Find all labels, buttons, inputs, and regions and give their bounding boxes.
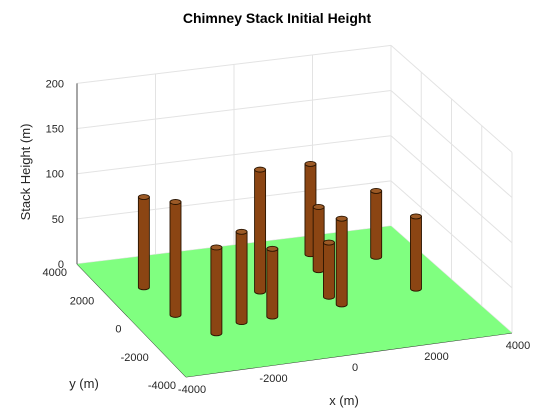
z-tick-label: 0 bbox=[58, 259, 64, 271]
stack-top bbox=[235, 228, 248, 235]
y-tick-label: -4000 bbox=[148, 380, 176, 392]
x-tick-label: 4000 bbox=[506, 340, 530, 352]
stack-top bbox=[304, 160, 317, 167]
stack-body bbox=[410, 215, 422, 292]
stack-top bbox=[335, 215, 348, 222]
stack-10 bbox=[323, 239, 335, 300]
grid-line-back-z bbox=[76, 44, 392, 84]
stack-top bbox=[323, 239, 335, 246]
stack-body bbox=[210, 247, 223, 337]
stack-body bbox=[312, 206, 325, 274]
x-tick-label: -4000 bbox=[178, 384, 206, 396]
z-tick-label: 150 bbox=[46, 124, 64, 136]
stack-2 bbox=[169, 199, 182, 318]
stack-body bbox=[254, 169, 267, 295]
grid-line-side-z bbox=[390, 180, 513, 289]
tick-labels: -4000-2000020004000-4000-200002000400005… bbox=[43, 78, 531, 396]
stack-body bbox=[323, 242, 335, 300]
stack-8 bbox=[312, 204, 325, 274]
stack-body bbox=[137, 196, 150, 291]
z-axis-label: Stack Height (m) bbox=[18, 124, 33, 221]
grid-line-back-z bbox=[76, 135, 392, 175]
grid-line-side-z bbox=[390, 90, 513, 198]
stack-body bbox=[235, 231, 248, 326]
x-axis-label: x (m) bbox=[329, 393, 359, 408]
stack-top bbox=[254, 166, 267, 173]
stack-body bbox=[266, 248, 279, 320]
stack-6 bbox=[235, 228, 248, 326]
stack-1 bbox=[137, 194, 150, 291]
z-tick-label: 50 bbox=[52, 214, 64, 226]
stack-4 bbox=[254, 166, 267, 295]
stack-top bbox=[169, 199, 182, 205]
stack-top bbox=[137, 194, 150, 200]
grid-line-back-z bbox=[76, 180, 392, 220]
stack-top bbox=[370, 187, 383, 194]
x-tick-label: 0 bbox=[352, 362, 358, 374]
stack-body bbox=[169, 201, 182, 318]
ground-plane bbox=[77, 226, 512, 377]
stack-9 bbox=[335, 215, 348, 308]
stack-3 bbox=[210, 244, 223, 337]
z-tick-label: 200 bbox=[46, 78, 64, 90]
y-axis-label: y (m) bbox=[69, 376, 99, 391]
ground-surface bbox=[77, 226, 512, 377]
grid-line-back-z bbox=[76, 90, 392, 130]
stack-top bbox=[210, 244, 223, 251]
stack-12 bbox=[410, 213, 422, 292]
y-tick-label: 2000 bbox=[70, 295, 94, 307]
stack-body bbox=[335, 218, 348, 308]
y-tick-label: 0 bbox=[115, 324, 121, 336]
chart-title: Chimney Stack Initial Height bbox=[183, 10, 372, 26]
stack-top bbox=[410, 213, 422, 220]
stack-body bbox=[370, 190, 383, 260]
stack-top bbox=[312, 204, 325, 210]
stack-5 bbox=[266, 245, 279, 320]
x-tick-label: -2000 bbox=[259, 373, 287, 385]
x-tick-label: 2000 bbox=[424, 351, 448, 363]
grid-line-side-z bbox=[390, 45, 513, 153]
y-tick-label: 4000 bbox=[43, 267, 67, 279]
stack-top bbox=[266, 245, 279, 252]
stack-11 bbox=[370, 187, 383, 260]
stacks-layer bbox=[137, 160, 422, 337]
z-tick-label: 100 bbox=[46, 169, 64, 181]
grid-line-side-z bbox=[390, 135, 513, 244]
y-tick-label: -2000 bbox=[121, 352, 149, 364]
